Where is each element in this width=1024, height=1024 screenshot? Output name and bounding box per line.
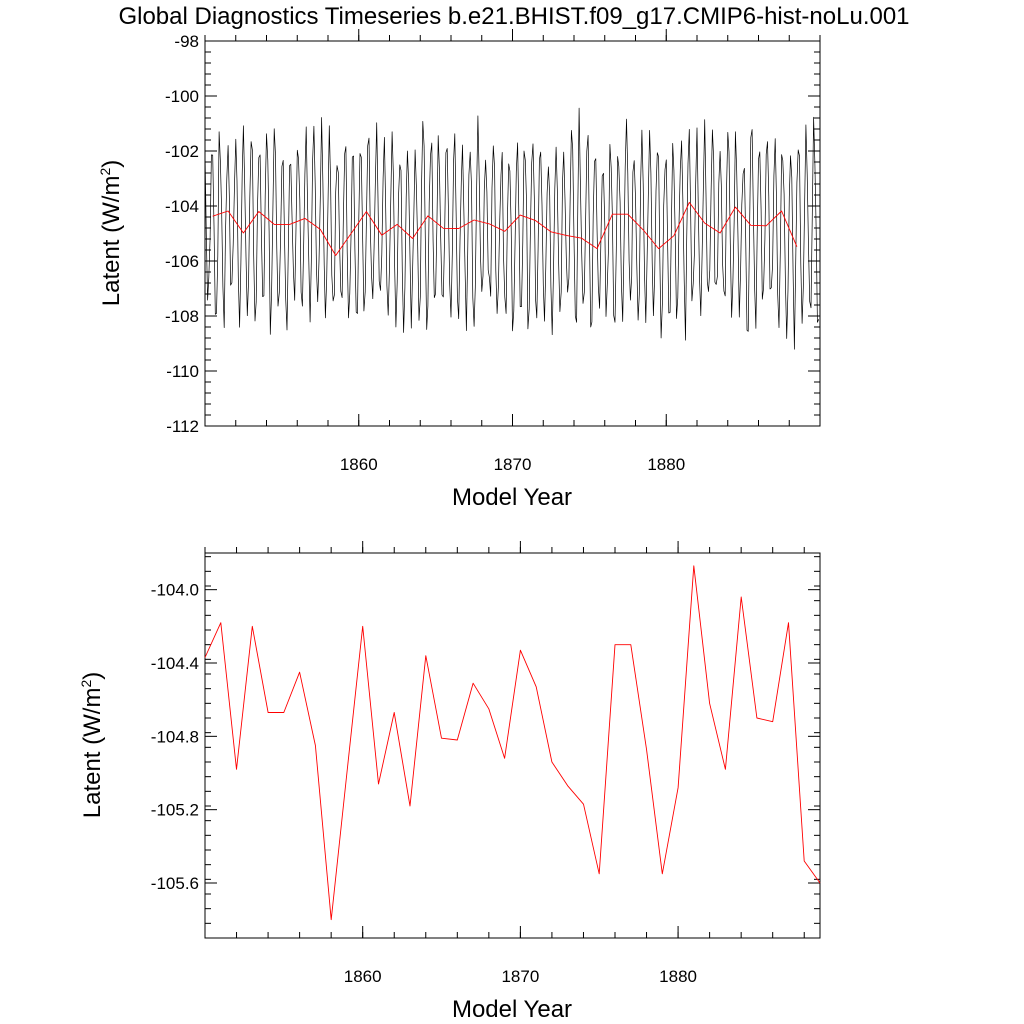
top-y-tick-label: -110 bbox=[166, 362, 199, 381]
bottom-annual-series-line bbox=[204, 565, 821, 921]
top-x-tick-label: 1880 bbox=[647, 455, 685, 474]
top-y-label-close: ) bbox=[98, 160, 125, 168]
top-y-tick-label: -104 bbox=[165, 197, 199, 216]
bottom-x-axis-label: Model Year bbox=[452, 996, 572, 1023]
bottom-panel: 1860 1870 1880 -105.6-105.2-104.8-104.4-10… bbox=[78, 541, 821, 1023]
top-x-tick-label: 1860 bbox=[340, 455, 378, 474]
bottom-y-tick-label: -104.0 bbox=[151, 581, 199, 600]
bottom-x-tick-label: 1870 bbox=[501, 967, 539, 986]
top-x-tick-label: 1870 bbox=[494, 455, 532, 474]
bottom-y-axis-label: Latent (W/m2) bbox=[78, 672, 106, 819]
bottom-y-ticks: -105.6 -105.2 -104.8 -104.4 -104.0 bbox=[151, 581, 820, 893]
top-panel: 1860 1870 1880 -112 -110 -108 -106 -104 -102 -10… bbox=[97, 29, 821, 511]
bottom-y-tick-label: -104.4 bbox=[151, 654, 199, 673]
top-y-ticks: -112 -110 -108 -106 -104 -102 -100 -98 bbox=[165, 32, 820, 436]
bottom-y-label-close: ) bbox=[79, 672, 106, 680]
bottom-y-label-main: Latent (W/m bbox=[79, 688, 106, 819]
top-annual-series-line bbox=[212, 201, 798, 256]
bottom-plot-frame bbox=[204, 552, 821, 939]
bottom-y-tick-label: -104.8 bbox=[151, 727, 199, 746]
top-y-label-superscript: 2 bbox=[97, 168, 113, 176]
top-y-axis-label: Latent (W/m2) bbox=[97, 160, 125, 307]
bottom-y-tick-label: -105.6 bbox=[151, 874, 199, 893]
bottom-x-tick-label: 1880 bbox=[659, 967, 697, 986]
top-series bbox=[204, 107, 820, 350]
top-y-tick-label: -102 bbox=[165, 142, 199, 161]
bottom-y-label-superscript: 2 bbox=[78, 680, 94, 688]
bottom-x-tick-label: 1860 bbox=[344, 967, 382, 986]
top-minor-ticks bbox=[204, 35, 821, 427]
bottom-y-tick-label: -105.2 bbox=[151, 801, 199, 820]
top-y-label-main: Latent (W/m bbox=[98, 176, 125, 307]
top-x-ticks: 1860 1870 1880 bbox=[340, 29, 685, 474]
bottom-series bbox=[204, 565, 821, 921]
top-x-axis-label: Model Year bbox=[452, 484, 572, 511]
top-y-tick-label: -98 bbox=[174, 32, 199, 51]
top-y-tick-label: -100 bbox=[165, 87, 199, 106]
top-y-tick-label: -112 bbox=[166, 417, 199, 436]
top-y-tick-label: -106 bbox=[165, 252, 199, 271]
top-y-tick-label: -108 bbox=[165, 307, 199, 326]
bottom-x-ticks: 1860 1870 1880 bbox=[344, 541, 697, 986]
top-monthly-series-line bbox=[204, 107, 820, 350]
figure-title: Global Diagnostics Timeseries b.e21.BHIS… bbox=[118, 3, 909, 30]
top-plot-frame bbox=[204, 40, 821, 427]
